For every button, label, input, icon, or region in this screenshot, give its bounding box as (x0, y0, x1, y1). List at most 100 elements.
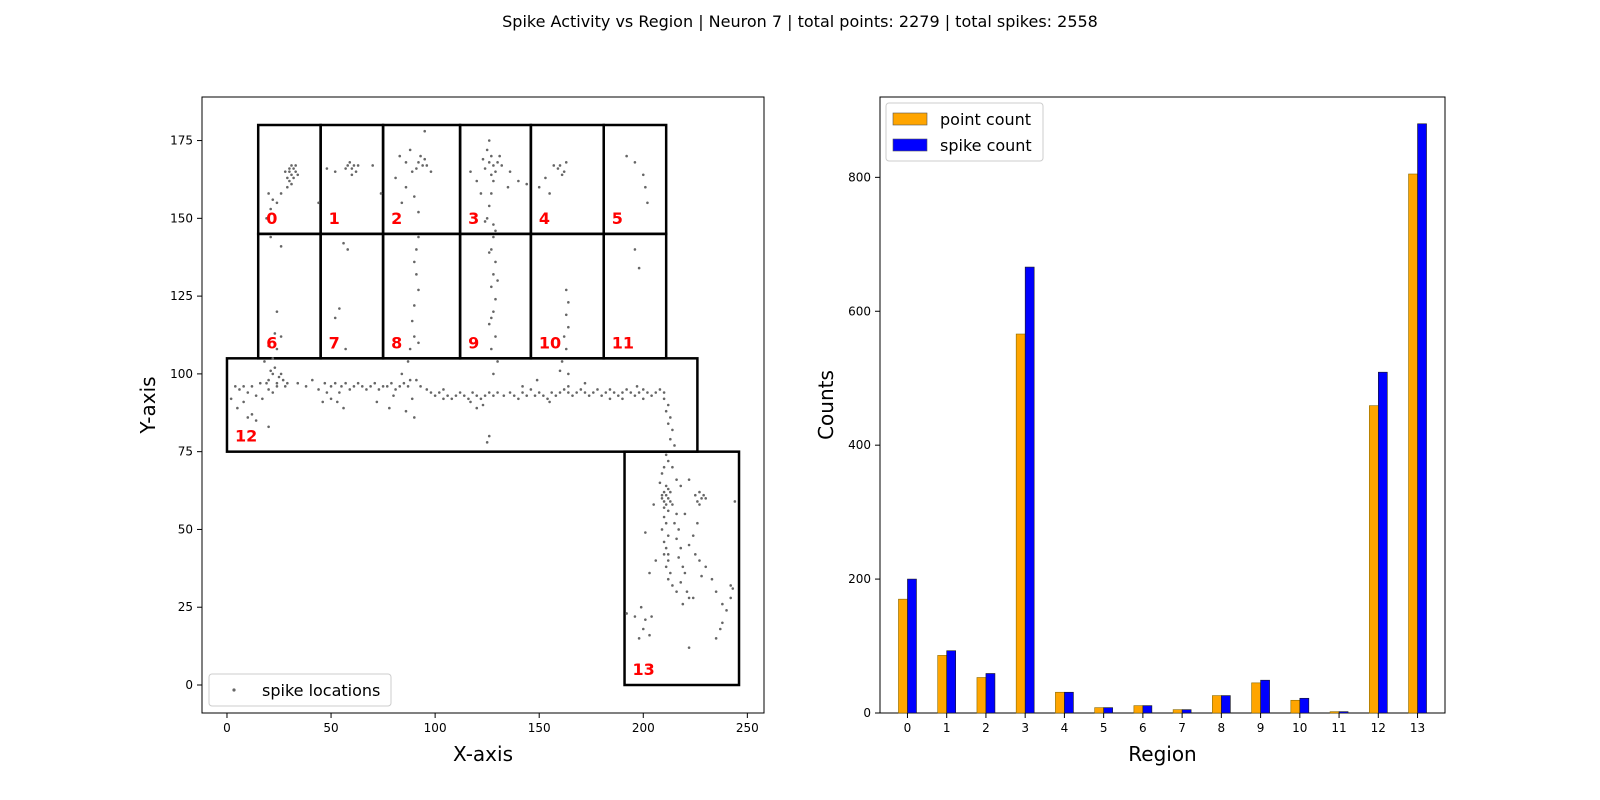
spike-point (650, 615, 653, 618)
spike-point (662, 397, 666, 401)
spike-point (687, 596, 691, 600)
x-tick-label: 6 (1139, 721, 1147, 735)
spike-point (669, 490, 672, 494)
spike-point (664, 521, 668, 525)
spike-point (644, 185, 647, 189)
spike-point (567, 385, 570, 388)
spike-point (552, 164, 556, 167)
x-tick-label: 1 (943, 721, 951, 735)
spike-point (483, 167, 487, 170)
spike-point (321, 400, 325, 404)
spike-point (558, 164, 562, 167)
spike-point (487, 391, 491, 394)
spike-point (673, 521, 676, 525)
spike-point (419, 154, 422, 158)
point-count-bar (898, 598, 908, 714)
region-box (225, 357, 699, 453)
spike-point (296, 173, 300, 177)
spike-point (691, 596, 695, 600)
spike-point (729, 596, 732, 600)
spike-point (417, 210, 420, 214)
spike-point (288, 179, 291, 183)
spike-point (234, 385, 237, 388)
spike-point (492, 164, 495, 167)
spike-point (288, 167, 291, 170)
spike-count-bar (1103, 707, 1113, 714)
x-tick-label: 0 (223, 721, 231, 735)
spike-point (596, 388, 599, 391)
spike-point (388, 406, 391, 410)
spike-point (475, 394, 479, 397)
spike-point (496, 360, 499, 363)
spike-point (673, 444, 676, 447)
spike-point (556, 167, 560, 170)
spike-point (564, 347, 568, 351)
spike-point (494, 297, 497, 301)
x-axis-label: X-axis (453, 742, 513, 766)
x-tick-label: 2 (982, 721, 990, 735)
point-count-bar (1133, 705, 1144, 714)
spike-point (502, 394, 506, 397)
spike-point (675, 478, 678, 481)
point-count-bar (1329, 711, 1340, 714)
x-tick-label: 11 (1331, 721, 1346, 735)
spike-point (698, 559, 701, 562)
spike-point (662, 553, 666, 556)
point-count-bar (1368, 405, 1379, 714)
spike-point (550, 391, 553, 394)
spike-point (279, 192, 283, 195)
spike-point (271, 198, 275, 201)
spike-point (675, 537, 678, 541)
spike-point (660, 493, 664, 497)
spike-point (394, 388, 397, 391)
region-label: 5 (612, 209, 623, 228)
spike-point (375, 400, 379, 404)
spike-point (691, 534, 695, 537)
spike-point (644, 618, 647, 621)
spike-point (633, 248, 637, 251)
x-tick-label: 50 (323, 721, 338, 735)
spike-point (417, 341, 420, 345)
y-tick-label: 100 (170, 367, 193, 381)
region-box (623, 450, 741, 687)
spike-point (365, 388, 368, 391)
spike-point (662, 391, 666, 394)
spike-point (454, 394, 458, 397)
spike-point (352, 385, 356, 388)
spike-point (664, 503, 668, 506)
spike-point (487, 434, 491, 438)
spike-point (379, 192, 383, 195)
point-count-bar (1094, 707, 1104, 714)
spike-count-bar (1181, 709, 1192, 714)
spike-point (406, 385, 410, 388)
spike-point (250, 413, 254, 416)
spike-point (592, 391, 595, 394)
spike-point (641, 173, 645, 177)
spike-point (342, 406, 345, 410)
spike-point (521, 385, 524, 388)
spike-point (494, 170, 497, 173)
spike-point (487, 139, 491, 142)
spike-point (487, 251, 491, 254)
spike-count-bar (946, 650, 957, 714)
spike-point (408, 347, 412, 351)
spike-point (650, 394, 653, 397)
legend-marker (232, 688, 236, 692)
point-count-bar (1251, 682, 1261, 714)
spike-point (275, 201, 279, 205)
spike-point (537, 391, 541, 394)
spike-point (490, 173, 493, 177)
spike-point (471, 391, 474, 394)
spike-point (333, 381, 337, 385)
spike-point (425, 164, 429, 167)
spike-point (718, 627, 722, 631)
spike-point (271, 372, 275, 376)
spike-point (267, 192, 270, 195)
spike-point (494, 260, 497, 264)
spike-point (625, 612, 628, 615)
region-label: 0 (266, 209, 277, 228)
region-label: 11 (612, 333, 634, 352)
spike-point (671, 465, 674, 469)
x-tick-label: 10 (1292, 721, 1307, 735)
spike-point (733, 500, 737, 503)
